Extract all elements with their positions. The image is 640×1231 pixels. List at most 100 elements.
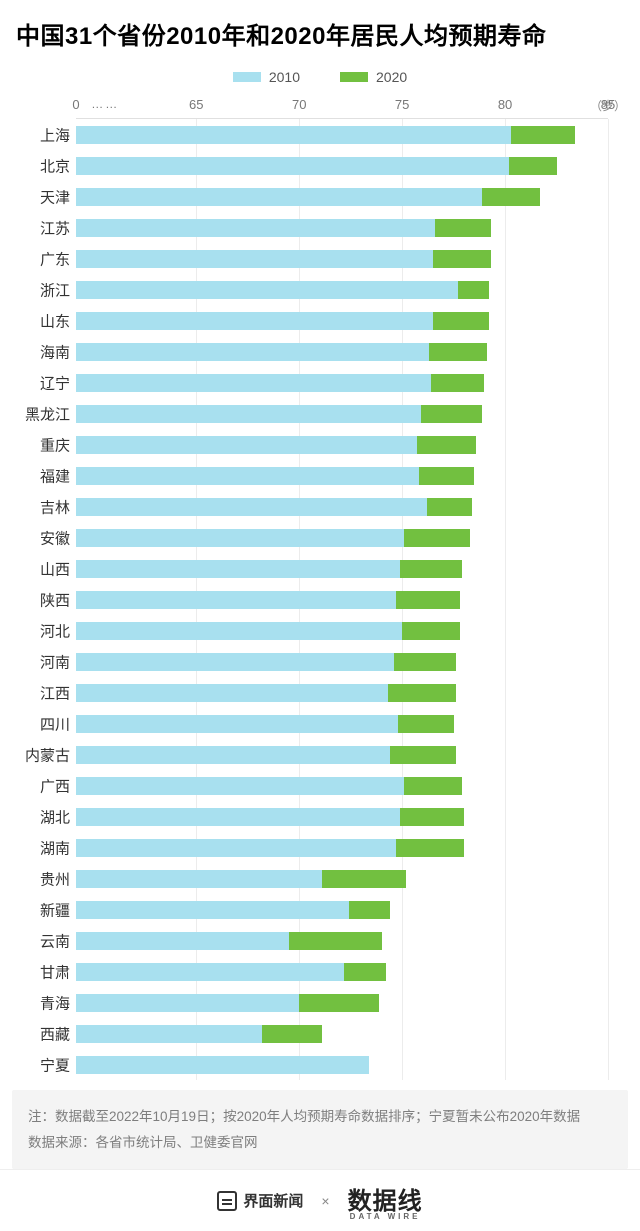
province-label: 湖北 bbox=[12, 806, 70, 827]
bar-2010 bbox=[76, 777, 404, 795]
bar-2010 bbox=[76, 746, 390, 764]
table-row: 上海 bbox=[76, 119, 608, 150]
table-row: 青海 bbox=[76, 987, 608, 1018]
table-row: 安徽 bbox=[76, 522, 608, 553]
bar-2010 bbox=[76, 157, 509, 175]
table-row: 广东 bbox=[76, 243, 608, 274]
table-row: 黑龙江 bbox=[76, 398, 608, 429]
credit-logo-jiemian: 界面新闻 bbox=[217, 1190, 303, 1211]
province-label: 黑龙江 bbox=[12, 403, 70, 424]
credit-right-label: 数据线 bbox=[348, 1189, 423, 1215]
axis-tick: 65 bbox=[189, 97, 203, 112]
legend-swatch-2020 bbox=[340, 72, 368, 82]
bar-2010 bbox=[76, 591, 396, 609]
bar-2010 bbox=[76, 374, 431, 392]
axis-tick: 70 bbox=[292, 97, 306, 112]
table-row: 湖北 bbox=[76, 801, 608, 832]
province-label: 山东 bbox=[12, 310, 70, 331]
legend-item-2010: 2010 bbox=[233, 69, 300, 85]
bar-2010 bbox=[76, 126, 511, 144]
province-label: 陕西 bbox=[12, 589, 70, 610]
province-label: 福建 bbox=[12, 465, 70, 486]
province-label: 西藏 bbox=[12, 1023, 70, 1044]
footer-notes: 注：数据截至2022年10月19日；按2020年人均预期寿命数据排序；宁夏暂未公… bbox=[12, 1090, 628, 1169]
province-label: 吉林 bbox=[12, 496, 70, 517]
table-row: 浙江 bbox=[76, 274, 608, 305]
table-row: 山西 bbox=[76, 553, 608, 584]
province-label: 江苏 bbox=[12, 217, 70, 238]
province-label: 河南 bbox=[12, 651, 70, 672]
table-row: 天津 bbox=[76, 181, 608, 212]
table-row: 西藏 bbox=[76, 1018, 608, 1049]
bar-2010 bbox=[76, 808, 400, 826]
table-row: 广西 bbox=[76, 770, 608, 801]
province-label: 青海 bbox=[12, 992, 70, 1013]
chart-title: 中国31个省份2010年和2020年居民人均预期寿命 bbox=[16, 16, 628, 51]
x-axis: （岁） 06570758085…… bbox=[76, 95, 608, 119]
table-row: 新疆 bbox=[76, 894, 608, 925]
table-row: 陕西 bbox=[76, 584, 608, 615]
bar-2010 bbox=[76, 684, 388, 702]
province-label: 安徽 bbox=[12, 527, 70, 548]
bar-2010 bbox=[76, 250, 433, 268]
table-row: 海南 bbox=[76, 336, 608, 367]
province-label: 重庆 bbox=[12, 434, 70, 455]
province-label: 贵州 bbox=[12, 868, 70, 889]
legend-label-2020: 2020 bbox=[376, 69, 407, 85]
province-label: 云南 bbox=[12, 930, 70, 951]
bar-2010 bbox=[76, 715, 398, 733]
province-label: 山西 bbox=[12, 558, 70, 579]
province-label: 上海 bbox=[12, 124, 70, 145]
axis-break-dots: …… bbox=[91, 97, 119, 111]
bar-2010 bbox=[76, 839, 396, 857]
table-row: 宁夏 bbox=[76, 1049, 608, 1080]
province-label: 湖南 bbox=[12, 837, 70, 858]
table-row: 福建 bbox=[76, 460, 608, 491]
table-row: 江苏 bbox=[76, 212, 608, 243]
table-row: 河南 bbox=[76, 646, 608, 677]
province-label: 河北 bbox=[12, 620, 70, 641]
province-label: 浙江 bbox=[12, 279, 70, 300]
province-label: 新疆 bbox=[12, 899, 70, 920]
province-label: 辽宁 bbox=[12, 372, 70, 393]
bar-2010 bbox=[76, 405, 421, 423]
axis-tick: 75 bbox=[395, 97, 409, 112]
province-label: 广东 bbox=[12, 248, 70, 269]
bar-2010 bbox=[76, 1025, 262, 1043]
province-label: 海南 bbox=[12, 341, 70, 362]
bar-2010 bbox=[76, 901, 349, 919]
legend-swatch-2010 bbox=[233, 72, 261, 82]
table-row: 北京 bbox=[76, 150, 608, 181]
bar-2010 bbox=[76, 436, 417, 454]
credit-logo-datawire: 数据线 DATA WIRE bbox=[348, 1181, 423, 1221]
credit-left-label: 界面新闻 bbox=[243, 1190, 303, 1211]
bar-2010 bbox=[76, 994, 299, 1012]
bar-2010 bbox=[76, 343, 429, 361]
table-row: 山东 bbox=[76, 305, 608, 336]
bar-2010 bbox=[76, 870, 322, 888]
note-text: 注：数据截至2022年10月19日；按2020年人均预期寿命数据排序；宁夏暂未公… bbox=[28, 1104, 612, 1130]
table-row: 吉林 bbox=[76, 491, 608, 522]
credit-separator: × bbox=[321, 1193, 329, 1209]
bar-2010 bbox=[76, 312, 433, 330]
bar-2010 bbox=[76, 1056, 369, 1074]
legend-label-2010: 2010 bbox=[269, 69, 300, 85]
province-label: 广西 bbox=[12, 775, 70, 796]
credit-bar: 界面新闻 × 数据线 DATA WIRE bbox=[0, 1169, 640, 1231]
table-row: 江西 bbox=[76, 677, 608, 708]
province-label: 四川 bbox=[12, 713, 70, 734]
province-label: 甘肃 bbox=[12, 961, 70, 982]
table-row: 云南 bbox=[76, 925, 608, 956]
province-label: 天津 bbox=[12, 186, 70, 207]
bar-2010 bbox=[76, 281, 458, 299]
table-row: 贵州 bbox=[76, 863, 608, 894]
axis-tick: 80 bbox=[498, 97, 512, 112]
bar-2010 bbox=[76, 560, 400, 578]
bar-2010 bbox=[76, 932, 289, 950]
province-label: 宁夏 bbox=[12, 1054, 70, 1075]
axis-tick: 85 bbox=[601, 97, 615, 112]
bar-2010 bbox=[76, 498, 427, 516]
table-row: 河北 bbox=[76, 615, 608, 646]
table-row: 四川 bbox=[76, 708, 608, 739]
table-row: 重庆 bbox=[76, 429, 608, 460]
